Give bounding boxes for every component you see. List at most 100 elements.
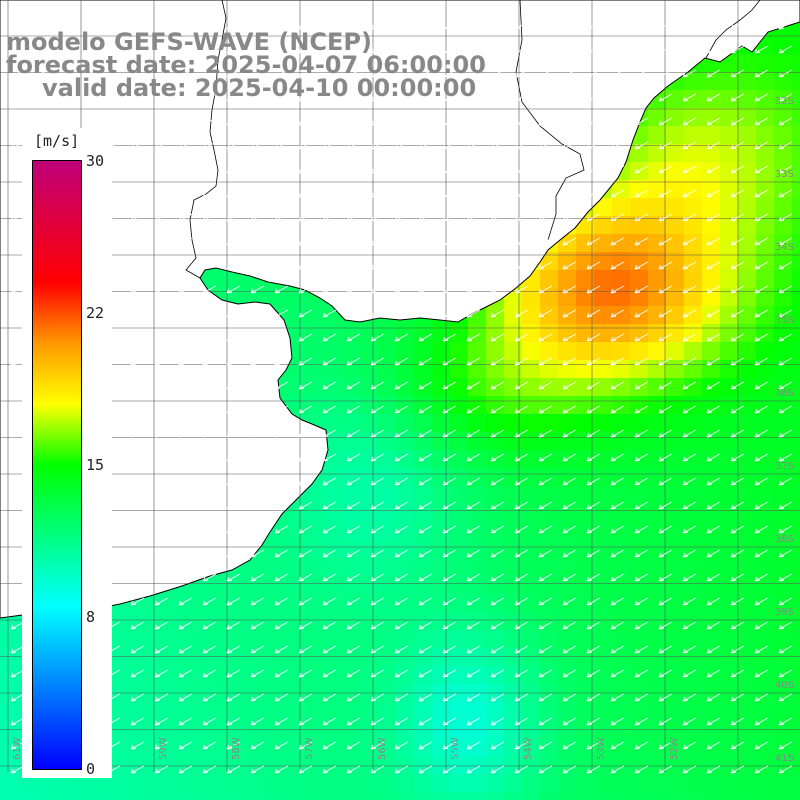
wind-arrow [106,69,121,78]
wind-arrow [154,381,169,390]
wind-cell [648,252,667,271]
wind-arrow [10,261,25,270]
wind-cell [342,774,361,793]
wind-arrow [586,741,601,750]
wind-cell [414,792,433,800]
wind-arrow [778,117,793,126]
wind-cell [252,648,271,667]
wind-arrow [10,573,25,582]
wind-cell [792,522,800,541]
wind-arrow [538,309,553,318]
wind-cell [738,252,757,271]
wind-arrow [490,621,505,630]
wind-cell [720,180,739,199]
wind-arrow [394,93,409,102]
wind-cell [576,468,595,487]
wind-arrow [562,525,577,534]
wind-cell [450,576,469,595]
wind-cell [378,378,397,397]
wind-arrow [322,669,337,678]
wind-arrow [634,117,649,126]
wind-cell [792,756,800,775]
wind-arrow [418,453,433,462]
wind-arrow [778,165,793,174]
wind-cell [144,738,163,757]
wind-arrow [10,381,25,390]
wind-arrow [394,549,409,558]
wind-cell [414,522,433,541]
wind-arrow [730,645,745,654]
wind-cell [612,342,631,361]
wind-arrow [586,645,601,654]
wind-arrow [514,141,529,150]
wind-cell [324,522,343,541]
wind-arrow [538,453,553,462]
wind-arrow [634,141,649,150]
wind-arrow [226,189,241,198]
wind-cell [504,324,523,343]
wind-arrow [730,597,745,606]
wind-arrow [106,45,121,54]
wind-arrow [154,237,169,246]
wind-arrow [322,741,337,750]
wind-arrow [658,213,673,222]
wind-arrow [466,285,481,294]
wind-arrow [226,213,241,222]
wind-cell [756,648,775,667]
wind-cell [522,702,541,721]
wind-cell [288,792,307,800]
wind-arrow [706,21,721,30]
wind-cell [360,666,379,685]
wind-arrow [610,693,625,702]
wind-cell [486,414,505,433]
wind-cell [324,594,343,613]
wind-arrow [562,45,577,54]
wind-cell [90,774,109,793]
wind-arrow [634,429,649,438]
wind-arrow [754,45,769,54]
latitude-label: 37S [775,461,794,472]
wind-arrow [226,69,241,78]
wind-arrow [538,45,553,54]
wind-arrow [226,669,241,678]
latitude-label: 40S [775,680,794,691]
wind-cell [450,468,469,487]
wind-cell [630,792,649,800]
wind-arrow [442,549,457,558]
wind-arrow [130,237,145,246]
wind-cell [648,558,667,577]
wind-arrow [634,69,649,78]
wind-cell [576,522,595,541]
wind-arrow [154,645,169,654]
wind-cell [720,594,739,613]
wind-cell [594,702,613,721]
wind-arrow [514,357,529,366]
wind-cell [648,738,667,757]
wind-arrow [706,501,721,510]
wind-cell [342,576,361,595]
wind-cell [684,396,703,415]
wind-arrow [202,333,217,342]
wind-cell [486,342,505,361]
wind-cell [108,774,127,793]
wind-arrow [754,261,769,270]
wind-arrow [418,189,433,198]
wind-cell [702,432,721,451]
wind-cell [558,504,577,523]
wind-cell [522,756,541,775]
wind-arrow [706,381,721,390]
wind-arrow [610,21,625,30]
wind-arrow [346,285,361,294]
wind-cell [306,396,325,415]
wind-cell [288,324,307,343]
wind-arrow [202,765,217,774]
wind-arrow [538,693,553,702]
wind-arrow [226,597,241,606]
wind-cell [324,558,343,577]
wind-arrow [490,693,505,702]
wind-arrow [754,741,769,750]
wind-cell [432,792,451,800]
wind-cell [774,324,793,343]
wind-cell [756,594,775,613]
wind-cell [756,540,775,559]
